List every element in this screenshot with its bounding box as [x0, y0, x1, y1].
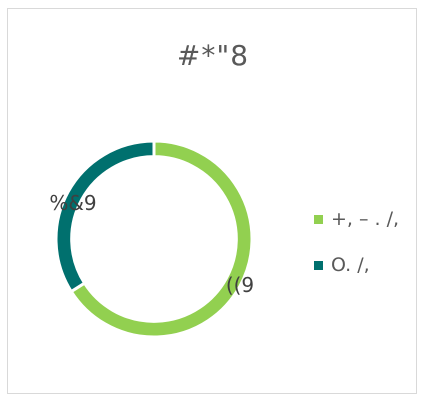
donut-slice — [54, 139, 156, 294]
donut-data-labels: ((9 %&9 — [49, 191, 254, 297]
slice-data-label: ((9 — [226, 273, 254, 297]
legend-label: O. /, — [331, 254, 370, 276]
chart-legend: +, – . /, O. /, — [314, 207, 399, 299]
legend-swatch — [314, 214, 323, 224]
donut-slices — [54, 139, 254, 339]
legend-label: +, – . /, — [331, 208, 400, 230]
legend-swatch — [314, 260, 323, 270]
slice-data-label: %&9 — [49, 191, 96, 215]
legend-item: +, – . /, — [314, 207, 399, 231]
legend-item: O. /, — [314, 253, 399, 277]
donut-chart: ((9 %&9 — [49, 139, 254, 339]
chart-title: #*"8 — [176, 39, 250, 72]
chart-area: #*"8 ((9 %&9 +, – . /, O. /, — [7, 8, 417, 394]
